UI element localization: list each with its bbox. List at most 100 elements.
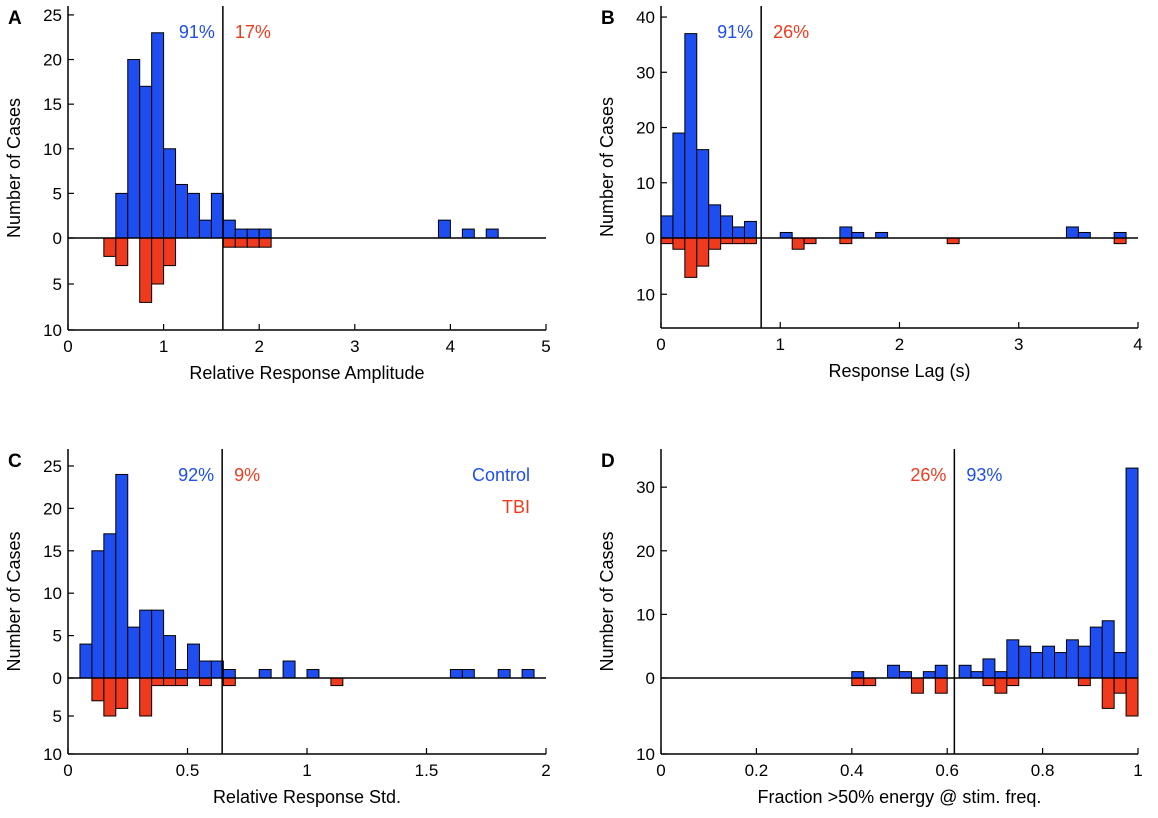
bar-control bbox=[258, 669, 272, 679]
bar-tbi bbox=[115, 677, 129, 709]
y-tick-label: 25 bbox=[43, 457, 62, 476]
bar-control bbox=[1101, 620, 1115, 679]
x-tick-label: 0 bbox=[63, 337, 72, 356]
y-tick-label: 0 bbox=[53, 669, 62, 688]
x-axis-label: Relative Response Std. bbox=[213, 787, 401, 807]
bar-tbi bbox=[803, 237, 817, 245]
y-tick-label: 10 bbox=[636, 174, 655, 193]
bar-control bbox=[282, 660, 296, 679]
bar-control bbox=[934, 664, 948, 679]
bar-control bbox=[198, 219, 212, 239]
bar-control bbox=[1125, 467, 1139, 679]
bar-control bbox=[779, 231, 793, 239]
bar-control bbox=[732, 226, 745, 239]
pct-left-label: 92% bbox=[178, 465, 214, 485]
x-tick-label: 1 bbox=[1133, 761, 1142, 780]
x-tick-label: 1 bbox=[776, 335, 785, 354]
x-tick-label: 4 bbox=[1133, 335, 1142, 354]
bar-tbi bbox=[222, 237, 236, 248]
bar-control bbox=[103, 533, 117, 679]
bar-control bbox=[175, 669, 189, 679]
bar-tbi bbox=[934, 677, 948, 694]
x-tick-label: 5 bbox=[541, 337, 550, 356]
x-axis-label: Response Lag (s) bbox=[828, 361, 970, 381]
bar-tbi bbox=[672, 237, 686, 250]
bar-control bbox=[1042, 645, 1056, 679]
bar-control bbox=[187, 643, 200, 679]
bar-tbi bbox=[91, 677, 105, 702]
bar-tbi bbox=[234, 237, 248, 248]
bar-control bbox=[222, 669, 236, 679]
bar-tbi bbox=[151, 237, 165, 285]
bar-control bbox=[1006, 639, 1020, 679]
bar-tbi bbox=[660, 237, 674, 245]
bar-tbi bbox=[982, 677, 996, 687]
y-tick-label: 20 bbox=[636, 542, 655, 561]
panel-letter: A bbox=[8, 8, 22, 29]
bar-control bbox=[982, 658, 996, 679]
pct-left-label: 91% bbox=[717, 22, 753, 42]
bar-tbi bbox=[863, 677, 877, 687]
bar-control bbox=[1054, 652, 1067, 679]
bar-control bbox=[708, 204, 722, 239]
bar-control bbox=[1077, 231, 1091, 239]
bar-control bbox=[1065, 226, 1079, 239]
bar-tbi bbox=[115, 237, 129, 267]
y-tick-label: 0 bbox=[53, 229, 62, 248]
pct-right-label: 9% bbox=[234, 465, 260, 485]
bar-tbi bbox=[163, 677, 177, 687]
y-tick-label: 10 bbox=[43, 321, 62, 340]
bar-control bbox=[497, 669, 511, 679]
y-tick-label: 5 bbox=[53, 275, 62, 294]
y-tick-label: 40 bbox=[636, 8, 655, 27]
bar-control bbox=[461, 669, 475, 679]
bar-tbi bbox=[246, 237, 260, 248]
y-tick-label: 5 bbox=[53, 184, 62, 203]
y-axis-label: Number of Cases bbox=[597, 531, 617, 671]
bar-control bbox=[720, 215, 734, 239]
y-tick-label: 20 bbox=[636, 119, 655, 138]
y-tick-label: 10 bbox=[636, 745, 655, 764]
bar-control bbox=[696, 149, 710, 239]
pct-right-label: 17% bbox=[235, 22, 271, 42]
bar-control bbox=[1089, 626, 1103, 679]
bar-control bbox=[660, 215, 674, 239]
y-tick-label: 20 bbox=[43, 499, 62, 518]
bar-tbi bbox=[1077, 677, 1091, 687]
x-tick-label: 3 bbox=[350, 337, 359, 356]
y-tick-label: 10 bbox=[43, 745, 62, 764]
bar-control bbox=[210, 192, 224, 239]
bar-control bbox=[743, 220, 757, 239]
bar-control bbox=[198, 660, 212, 679]
bar-control bbox=[461, 228, 475, 239]
x-tick-label: 0 bbox=[656, 335, 665, 354]
x-tick-label: 0.4 bbox=[840, 761, 864, 780]
bar-tbi bbox=[708, 237, 722, 250]
bar-tbi bbox=[1113, 237, 1127, 245]
bar-control bbox=[151, 32, 165, 239]
y-tick-label: 25 bbox=[43, 6, 62, 25]
legend-tbi: TBI bbox=[502, 497, 530, 517]
bar-control bbox=[970, 671, 984, 679]
x-tick-label: 2 bbox=[541, 761, 550, 780]
y-tick-label: 30 bbox=[636, 478, 655, 497]
pct-left-label: 26% bbox=[910, 465, 946, 485]
bar-control bbox=[139, 85, 153, 239]
bar-control bbox=[887, 664, 901, 679]
bar-control bbox=[851, 231, 865, 239]
bar-tbi bbox=[839, 237, 853, 245]
bar-control bbox=[151, 609, 165, 679]
bar-control bbox=[139, 609, 153, 679]
y-tick-label: 10 bbox=[636, 605, 655, 624]
bar-tbi bbox=[1101, 677, 1115, 709]
bar-tbi bbox=[1125, 677, 1139, 717]
x-tick-label: 2 bbox=[254, 337, 263, 356]
bar-tbi bbox=[732, 237, 745, 245]
x-tick-label: 1 bbox=[302, 761, 311, 780]
bar-tbi bbox=[994, 677, 1008, 694]
bar-control bbox=[922, 671, 936, 679]
pct-right-label: 93% bbox=[966, 465, 1002, 485]
bar-control bbox=[672, 132, 686, 239]
bar-control bbox=[899, 671, 912, 679]
